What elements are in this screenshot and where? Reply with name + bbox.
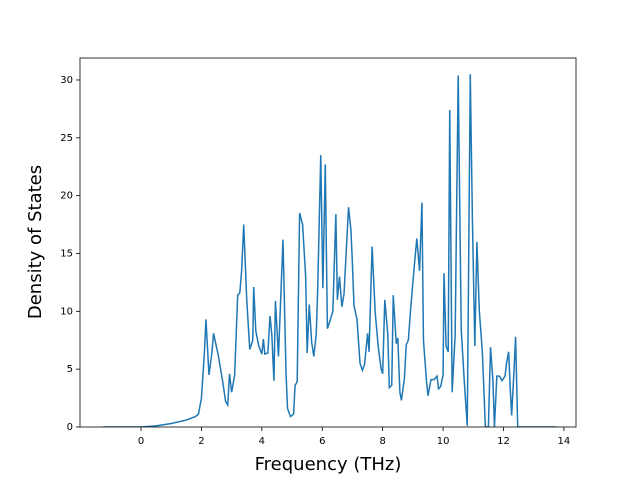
y-tick-label: 20	[60, 191, 73, 202]
x-tick-label: 2	[198, 436, 204, 447]
plot-frame	[79, 57, 577, 428]
x-tick-label: 6	[319, 436, 325, 447]
x-axis-label: Frequency (THz)	[255, 454, 402, 475]
y-tick-label: 25	[60, 133, 73, 144]
y-axis-label: Density of States	[25, 165, 46, 319]
x-tick-label: 8	[379, 436, 385, 447]
x-tick-label: 4	[259, 436, 265, 447]
x-tick-label: 14	[558, 436, 571, 447]
y-tick-label: 10	[60, 306, 73, 317]
y-tick-label: 15	[60, 248, 73, 259]
y-tick-label: 0	[67, 422, 73, 433]
x-tick-label: 12	[497, 436, 510, 447]
y-tick-label: 30	[60, 75, 73, 86]
y-tick-label: 5	[67, 364, 73, 375]
x-tick-label: 0	[138, 436, 144, 447]
line	[103, 74, 557, 427]
x-tick-label: 10	[437, 436, 450, 447]
